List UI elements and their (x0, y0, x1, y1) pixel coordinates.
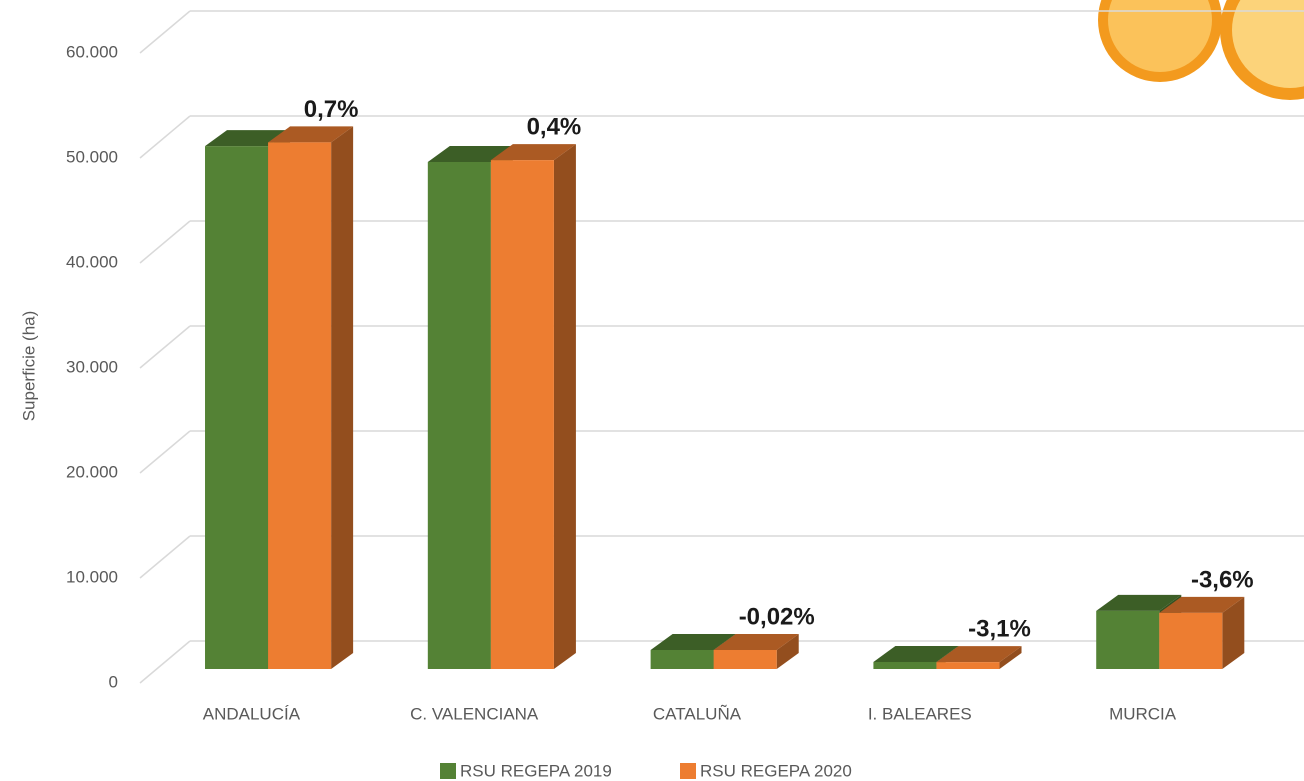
grid-line-diagonal (139, 220, 191, 264)
y-tick-label: 40.000 (66, 252, 118, 271)
bar (936, 646, 1022, 669)
bar-face (873, 645, 959, 662)
bar-face (268, 142, 332, 670)
legend-label: RSU REGEPA 2019 (460, 761, 612, 780)
legend-swatch (680, 763, 696, 779)
bar-face (1096, 610, 1160, 669)
bar (713, 633, 799, 669)
annotation: 0,7% (304, 96, 359, 123)
grid-line-diagonal (139, 10, 191, 54)
bar-face (999, 646, 1022, 669)
bar-face (553, 144, 576, 669)
bar-face (776, 633, 799, 669)
grid-line-diagonal (139, 325, 191, 369)
x-tick-label: CATALUÑA (653, 704, 742, 723)
annotation: -3,1% (968, 616, 1031, 643)
y-tick-label: 0 (109, 672, 118, 691)
bar-face (713, 633, 799, 650)
x-tick-label: I. BALEARES (868, 704, 972, 723)
grid-line-diagonal (139, 430, 191, 474)
y-tick-label: 50.000 (66, 147, 118, 166)
bar-face (650, 633, 736, 650)
x-tick-label: C. VALENCIANA (410, 704, 539, 723)
bar-face (268, 126, 354, 143)
annotation: -3,6% (1191, 566, 1254, 593)
bar-face (1159, 596, 1245, 613)
annotation: -0,02% (739, 603, 815, 630)
bar-face (713, 649, 777, 669)
x-tick-label: ANDALUCÍA (203, 704, 301, 723)
bar (1159, 596, 1245, 669)
bar-face (490, 160, 554, 669)
bar-face (427, 162, 491, 669)
bar-face (427, 146, 513, 163)
legend-label: RSU REGEPA 2020 (700, 761, 852, 780)
y-tick-label: 10.000 (66, 567, 118, 586)
grid-line-diagonal (139, 640, 191, 684)
x-tick-label: MURCIA (1109, 704, 1177, 723)
legend-swatch (440, 763, 456, 779)
bar-face (490, 144, 576, 161)
y-tick-label: 30.000 (66, 357, 118, 376)
grid-line-diagonal (139, 535, 191, 579)
bar-face (936, 662, 1000, 669)
bar-face (1222, 596, 1245, 669)
y-tick-label: 60.000 (66, 42, 118, 61)
bar-face (1096, 594, 1182, 611)
bar-face (873, 661, 937, 669)
bar-face (1159, 612, 1223, 669)
bar-face (936, 646, 1022, 663)
bar-face (205, 146, 269, 670)
bar-face (650, 649, 714, 669)
orange-decoration (1098, 0, 1304, 100)
annotation: 0,4% (527, 113, 582, 140)
y-axis-label: Superficie (ha) (19, 311, 38, 422)
bar (490, 144, 576, 669)
bar (268, 126, 354, 670)
grid-line-diagonal (139, 115, 191, 159)
y-tick-label: 20.000 (66, 462, 118, 481)
bar-face (331, 126, 354, 670)
